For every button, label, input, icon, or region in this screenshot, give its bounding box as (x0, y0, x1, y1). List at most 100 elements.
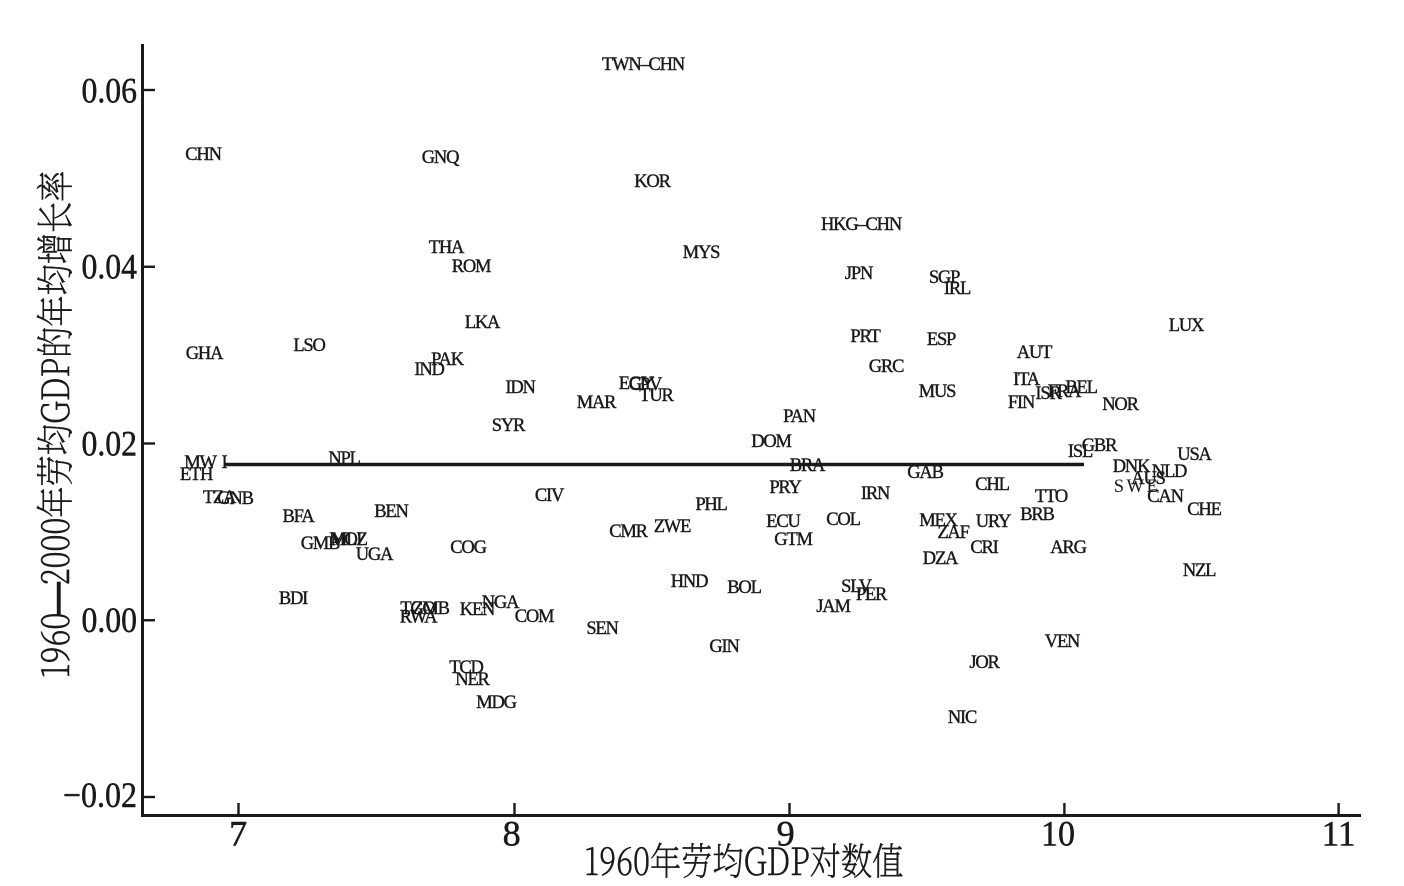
svg-text:IND: IND (414, 360, 444, 380)
svg-text:GAB: GAB (907, 463, 943, 483)
svg-text:KEN: KEN (460, 600, 495, 620)
svg-text:CRI: CRI (970, 538, 998, 558)
svg-text:NOR: NOR (1102, 395, 1139, 415)
svg-text:DZA: DZA (923, 549, 959, 569)
svg-text:COM: COM (515, 607, 554, 627)
svg-text:IRN: IRN (861, 484, 890, 504)
svg-text:VEN: VEN (1045, 632, 1080, 652)
svg-text:BEN: BEN (374, 502, 408, 522)
svg-text:AUT: AUT (1017, 343, 1052, 363)
svg-text:CIV: CIV (535, 486, 565, 506)
svg-text:0.06: 0.06 (82, 71, 138, 111)
svg-text:PRY: PRY (769, 478, 801, 498)
svg-text:MEX: MEX (919, 511, 958, 531)
svg-text:THA: THA (429, 238, 465, 258)
svg-text:BDI: BDI (279, 589, 308, 609)
svg-text:NER: NER (455, 670, 490, 690)
svg-text:RWA: RWA (400, 608, 438, 628)
svg-text:CHN: CHN (185, 145, 221, 165)
svg-text:I: I (222, 453, 228, 473)
svg-text:MLI: MLI (331, 530, 362, 550)
svg-text:ZMB: ZMB (412, 599, 449, 619)
svg-text:NIC: NIC (948, 708, 977, 728)
svg-text:AUS: AUS (1131, 469, 1165, 489)
svg-text:TTO: TTO (1035, 487, 1068, 507)
svg-text:ITA: ITA (1013, 370, 1041, 390)
svg-text:CHL: CHL (975, 475, 1009, 495)
svg-text:LUX: LUX (1169, 316, 1205, 336)
svg-text:GNQ: GNQ (422, 148, 460, 168)
svg-text:NPL: NPL (328, 449, 360, 469)
svg-text:MAR: MAR (577, 393, 617, 413)
svg-text:BFA: BFA (282, 507, 315, 527)
svg-text:PAN: PAN (783, 407, 816, 427)
svg-text:ZAF: ZAF (937, 523, 969, 543)
svg-text:JPN: JPN (845, 264, 873, 284)
svg-text:0.00: 0.00 (82, 600, 138, 640)
svg-text:0.02: 0.02 (82, 423, 138, 463)
svg-text:ZWE: ZWE (654, 517, 691, 537)
svg-text:ISL: ISL (1068, 442, 1093, 462)
svg-text:TGO: TGO (400, 599, 435, 619)
svg-text:GBR: GBR (1082, 436, 1118, 456)
svg-text:10: 10 (1041, 814, 1075, 854)
svg-text:PER: PER (856, 585, 888, 605)
svg-text:GIN: GIN (709, 637, 739, 657)
svg-text:LKA: LKA (465, 313, 501, 333)
svg-text:GTM: GTM (774, 530, 812, 550)
svg-text:NZL: NZL (1183, 561, 1216, 581)
svg-text:CPV: CPV (629, 375, 663, 395)
svg-text:SLV: SLV (841, 577, 872, 597)
svg-text:TZA: TZA (203, 488, 237, 508)
svg-text:FRA: FRA (1048, 382, 1082, 402)
svg-text:EGY: EGY (619, 374, 654, 394)
svg-text:LSO: LSO (293, 336, 325, 356)
svg-text:0.04: 0.04 (82, 247, 138, 287)
svg-text:−0.02: −0.02 (63, 775, 137, 815)
svg-text:ESP: ESP (927, 330, 956, 350)
svg-text:BRB: BRB (1020, 505, 1054, 525)
svg-text:IDN: IDN (505, 378, 535, 398)
svg-text:COG: COG (450, 538, 486, 558)
svg-text:MW: MW (184, 453, 217, 473)
svg-text:7: 7 (229, 814, 247, 854)
svg-text:ETH: ETH (180, 465, 213, 485)
svg-text:ARG: ARG (1050, 538, 1086, 558)
svg-text:ECU: ECU (766, 512, 800, 532)
svg-text:HND: HND (671, 572, 708, 592)
svg-text:ISR: ISR (1035, 384, 1062, 404)
svg-text:DOM: DOM (751, 432, 791, 452)
svg-text:SEN: SEN (586, 619, 618, 639)
svg-text:USA: USA (1177, 445, 1212, 465)
svg-text:GMB: GMB (301, 534, 340, 554)
svg-text:COL: COL (826, 510, 860, 530)
svg-text:PAK: PAK (431, 350, 465, 370)
svg-text:8: 8 (503, 814, 521, 854)
svg-text:MYS: MYS (683, 243, 720, 263)
svg-text:GRC: GRC (869, 357, 904, 377)
svg-text:HKG–CHN: HKG–CHN (821, 215, 902, 235)
svg-text:BOL: BOL (727, 578, 761, 598)
svg-text:MOZ: MOZ (329, 530, 367, 550)
svg-text:CHE: CHE (1187, 500, 1221, 520)
svg-text:GNB: GNB (217, 489, 253, 509)
svg-text:CAN: CAN (1147, 487, 1183, 507)
svg-text:MUS: MUS (919, 382, 956, 402)
svg-text:MDG: MDG (476, 693, 516, 713)
svg-text:TWN–CHN: TWN–CHN (602, 55, 685, 75)
svg-text:DNK: DNK (1113, 457, 1151, 477)
svg-text:JAM: JAM (816, 597, 850, 617)
svg-text:JOR: JOR (969, 653, 1000, 673)
svg-text:NGA: NGA (482, 593, 520, 613)
svg-text:PHL: PHL (695, 495, 727, 515)
svg-text:SYR: SYR (492, 416, 526, 436)
svg-text:URY: URY (976, 512, 1011, 532)
svg-text:ROM: ROM (452, 257, 491, 277)
svg-text:FIN: FIN (1008, 393, 1035, 413)
svg-text:KOR: KOR (634, 172, 671, 192)
svg-text:UGA: UGA (356, 545, 394, 565)
svg-text:NLD: NLD (1152, 462, 1187, 482)
svg-text:BRA: BRA (790, 456, 826, 476)
svg-text:GHA: GHA (186, 344, 224, 364)
svg-text:TUR: TUR (639, 386, 674, 406)
